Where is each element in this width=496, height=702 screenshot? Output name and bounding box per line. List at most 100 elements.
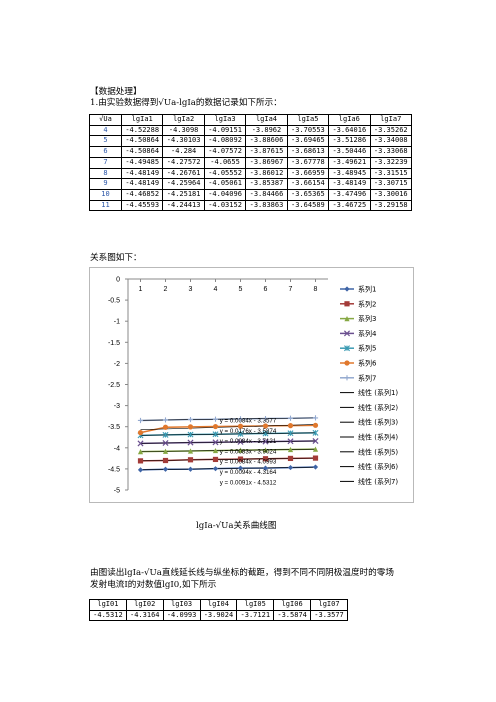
- table-cell: -3.69465: [286, 135, 330, 148]
- legend-marker: [343, 330, 351, 337]
- legend-label: 线性 (系列7): [358, 477, 398, 486]
- y-tick-label: -1.5: [108, 340, 120, 347]
- table1-header: lgIa6: [328, 114, 371, 126]
- y-tick-label: -0.5: [108, 298, 120, 305]
- legend-marker: [344, 301, 350, 307]
- table-cell: -3.29158: [369, 199, 413, 212]
- data-point: [162, 424, 169, 430]
- table2-header: lgI01: [89, 599, 127, 611]
- data-point: [287, 464, 294, 471]
- table-cell: -3.88606: [245, 135, 288, 148]
- data-point: [212, 447, 219, 454]
- data-point: [237, 416, 244, 422]
- data-point: [287, 446, 294, 453]
- table1-header: lgIa5: [286, 114, 330, 126]
- table-cell: -3.68613: [286, 146, 330, 158]
- table-cell: -3.84466: [245, 188, 288, 201]
- table-cell: -4.27572: [162, 156, 205, 169]
- data-point: [237, 447, 244, 453]
- series-line: [140, 424, 316, 434]
- y-tick-label: -1: [114, 319, 120, 326]
- legend-marker: [344, 360, 350, 366]
- table1-header: √Ua: [89, 114, 122, 126]
- table-cell: -3.70553: [286, 124, 330, 137]
- x-tick-label: 4: [214, 286, 218, 293]
- chart-caption: lgIa-√Ua关系曲线图: [196, 521, 277, 531]
- table-cell: -4.08092: [203, 135, 247, 148]
- data-point: [312, 422, 319, 428]
- table-cell: 6: [89, 146, 122, 158]
- trendline: [140, 417, 316, 421]
- table2-header: lgI04: [199, 599, 238, 611]
- table-cell: -3.83863: [245, 199, 288, 212]
- table-cell: -4.50864: [120, 135, 164, 148]
- data-point: [187, 439, 194, 446]
- legend-label: 线性 (系列5): [358, 447, 398, 456]
- data-point: [312, 446, 319, 452]
- trendline-equation: y = 0.0094x - 4.3164: [220, 469, 277, 476]
- x-tick-label: 3: [189, 286, 193, 293]
- trendline-equation: y = 0.0091x - 4.5312: [220, 479, 277, 486]
- data-point: [187, 448, 194, 454]
- relation-label: 关系图如下：: [90, 253, 142, 263]
- x-tick-label: 5: [239, 286, 243, 293]
- legend-label: 系列1: [358, 285, 376, 294]
- table-cell: -3.66959: [286, 167, 330, 180]
- table1-header: lgIa4: [245, 114, 288, 126]
- legend-label: 线性 (系列2): [358, 403, 398, 412]
- data-point: [312, 429, 319, 436]
- legend-label: 线性 (系列1): [358, 388, 398, 397]
- trendline-equation: y = 0.0084x - 4.0993: [220, 459, 277, 466]
- data-point: [187, 416, 194, 423]
- x-tick-label: 6: [264, 286, 268, 293]
- table-cell: -4.05061: [203, 178, 247, 190]
- table-cell: -3.7121: [236, 609, 275, 622]
- table-row: 4 -4.52288 -4.3098 -4.09151 -3.8962 -3.7…: [89, 124, 413, 137]
- data-point: [312, 415, 319, 421]
- table-cell: -3.9024: [199, 609, 238, 622]
- table1-header: lgIa7: [369, 114, 413, 126]
- data-point: [262, 438, 269, 445]
- table1-header: lgIa1: [120, 114, 164, 126]
- data-table-2: lgI01 lgI02 lgI03 lgI04 lgI05 lgI06 lgI0…: [89, 599, 348, 622]
- data-point: [287, 415, 294, 421]
- table-cell: -3.3577: [310, 609, 348, 622]
- table-cell: -4.3164: [125, 609, 164, 622]
- table2-header: lgI02: [125, 599, 164, 611]
- table-cell: 7: [89, 156, 122, 169]
- data-point: [312, 464, 319, 470]
- y-tick-label: -4: [114, 445, 120, 452]
- legend-label: 系列6: [358, 359, 377, 368]
- data-point: [287, 430, 294, 437]
- table-cell: -4.30103: [162, 135, 205, 148]
- table-row: 9 -4.48149 -4.25964 -4.05061 -3.85387 -3…: [89, 178, 413, 190]
- table-cell: -4.0655: [203, 156, 247, 169]
- x-tick-label: 7: [289, 286, 293, 293]
- data-point: [137, 440, 144, 447]
- data-point: [162, 417, 169, 423]
- legend-marker: [344, 286, 350, 292]
- data-point: [137, 467, 144, 473]
- data-point: [187, 431, 194, 438]
- data-point: [212, 456, 219, 463]
- trendline: [140, 457, 316, 462]
- table-cell: -3.65365: [286, 188, 330, 201]
- table-cell: -3.48945: [328, 167, 371, 180]
- data-point: [312, 455, 319, 461]
- table-cell: -4.45593: [120, 199, 164, 212]
- table-cell: -4.07572: [203, 146, 247, 158]
- table-cell: -3.49621: [328, 156, 371, 169]
- table-cell: -3.30715: [369, 178, 413, 190]
- table-cell: -4.05552: [203, 167, 247, 180]
- trendline-equation: y = 0.0083x - 3.9024: [220, 448, 277, 455]
- table-cell: -3.5874: [273, 609, 312, 622]
- trendline: [140, 440, 316, 444]
- x-tick-label: 8: [314, 286, 318, 293]
- x-tick-label: 2: [164, 286, 168, 293]
- y-tick-label: -2.5: [108, 382, 120, 389]
- table-row: -4.5312 -4.3164 -4.0993 -3.9024 -3.7121 …: [89, 609, 348, 622]
- trendline-equation: y = 0.0084x - 3.3577: [220, 418, 277, 425]
- data-point: [237, 430, 244, 437]
- table-cell: -3.8962: [245, 124, 288, 137]
- table2-header: lgI05: [236, 599, 275, 611]
